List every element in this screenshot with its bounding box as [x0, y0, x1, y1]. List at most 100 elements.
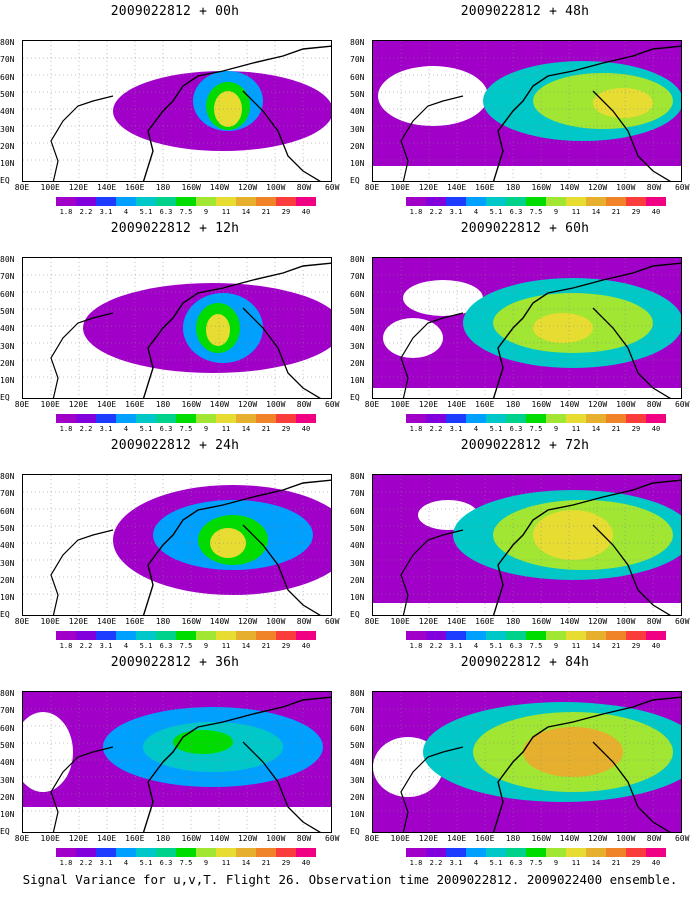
- colorbar-swatch: [566, 414, 586, 423]
- colorbar-swatch: [216, 848, 236, 857]
- colorbar-label: 4: [473, 425, 479, 433]
- colorbar-label: 4: [473, 208, 479, 216]
- colorbar-label: 6.3: [159, 859, 173, 867]
- colorbar-swatch: [486, 414, 506, 423]
- colorbar-label: 3.1: [99, 859, 113, 867]
- panel-title: 2009022812 + 12h: [110, 221, 240, 236]
- colorbar-label: 9: [553, 208, 559, 216]
- colorbar-swatch: [256, 848, 276, 857]
- map-panel: 2009022812 + 84h 80N 70N 60N 50N 40N 30N 20N 10N…: [350, 651, 700, 873]
- longitude-label: 80W: [296, 183, 312, 192]
- latitude-label: 40N: [0, 758, 15, 768]
- latitude-label: 20N: [350, 358, 365, 368]
- latitude-label: 20N: [0, 358, 15, 368]
- colorbar-label: 29: [631, 208, 641, 216]
- longitude-label: 160W: [531, 183, 551, 192]
- colorbar-label: 1.8: [409, 859, 423, 867]
- colorbar-swatch: [216, 197, 236, 206]
- latitude-label: EQ: [0, 827, 10, 837]
- longitude-label: 100E: [40, 617, 60, 626]
- longitude-label: 120W: [587, 834, 608, 843]
- latitude-label: 70N: [350, 55, 365, 65]
- latitude-label: 10N: [0, 593, 15, 603]
- colorbar-swatch: [76, 197, 96, 206]
- longitude-label: 60W: [674, 617, 690, 626]
- colorbar-swatch: [176, 197, 196, 206]
- colorbar-label: 5.1: [139, 208, 153, 216]
- longitude-label: 120W: [587, 617, 608, 626]
- longitude-label: 60W: [324, 834, 340, 843]
- colorbar-label: 7.5: [179, 642, 193, 650]
- colorbar-label: 6.3: [509, 208, 523, 216]
- colorbar-swatch: [586, 197, 606, 206]
- colorbar-label: 11: [221, 859, 231, 867]
- colorbar-swatch: [446, 197, 466, 206]
- colorbar-swatch: [586, 848, 606, 857]
- latitude-label: 80N: [0, 38, 15, 47]
- latitude-label: 40N: [350, 758, 365, 768]
- latitude-label: 10N: [0, 810, 15, 820]
- colorbar-label: 2.2: [79, 425, 93, 433]
- colorbar-swatch: [96, 197, 116, 206]
- colorbar-label: 1.8: [59, 859, 73, 867]
- longitude-label: 180: [505, 834, 521, 843]
- colorbar-label: 7.5: [179, 208, 193, 216]
- longitude-label: 60W: [324, 183, 340, 192]
- longitude-label: 100W: [266, 400, 286, 409]
- longitude-label: 160W: [531, 834, 551, 843]
- colorbar-swatch: [116, 197, 136, 206]
- colorbar-swatch: [56, 414, 76, 423]
- latitude-label: 60N: [0, 72, 15, 82]
- latitude-label: 30N: [0, 124, 15, 134]
- longitude-label: 60W: [324, 400, 340, 409]
- colorbar-labels: 1.8 2.2 3.1 4 5.1 6.3 7.5 9 11 14 21 29 40: [406, 642, 666, 651]
- colorbar-label: 40: [301, 859, 311, 867]
- colorbar-swatch: [116, 631, 136, 640]
- colorbar-swatch: [426, 414, 446, 423]
- colorbar-swatch: [586, 631, 606, 640]
- longitude-label: 160W: [181, 834, 201, 843]
- colorbar-swatch: [56, 197, 76, 206]
- longitude-label: 80E: [14, 834, 30, 843]
- longitude-label: 120W: [237, 400, 258, 409]
- colorbar-swatch: [426, 848, 446, 857]
- longitude-label: 140E: [96, 617, 117, 626]
- latitude-label: 50N: [0, 740, 15, 750]
- colorbar-swatch: [546, 848, 566, 857]
- longitude-label: 80E: [364, 183, 380, 192]
- longitude-label: 80W: [296, 400, 312, 409]
- longitude-label: 120E: [418, 400, 439, 409]
- colorbar-swatch: [296, 414, 316, 423]
- colorbar-swatch: [466, 414, 486, 423]
- colorbar-label: 5.1: [139, 642, 153, 650]
- figure-caption: Signal Variance for u,v,T. Flight 26. Ob…: [22, 872, 678, 887]
- latitude-label: 30N: [350, 558, 365, 568]
- colorbar-label: 3.1: [449, 859, 463, 867]
- colorbar-label: 6.3: [159, 642, 173, 650]
- latitude-label: 70N: [0, 272, 15, 282]
- colorbar: [56, 197, 316, 206]
- colorbar-label: 29: [281, 425, 291, 433]
- latitude-label: 60N: [0, 506, 15, 516]
- colorbar-label: 21: [611, 859, 621, 867]
- colorbar-swatch: [276, 631, 296, 640]
- colorbar-labels: 1.8 2.2 3.1 4 5.1 6.3 7.5 9 11 14 21 29 40: [406, 425, 666, 434]
- colorbar-swatch: [156, 197, 176, 206]
- colorbar-swatch: [486, 848, 506, 857]
- longitude-label: 100E: [390, 400, 410, 409]
- colorbar-label: 6.3: [509, 425, 523, 433]
- colorbar-label: 9: [553, 425, 559, 433]
- latitude-label: 20N: [0, 575, 15, 585]
- longitude-label: 80E: [364, 834, 380, 843]
- colorbar-label: 14: [241, 425, 251, 433]
- colorbar-swatch: [216, 631, 236, 640]
- colorbar-label: 2.2: [429, 642, 443, 650]
- longitude-label: 180: [505, 400, 521, 409]
- longitude-label: 140E: [446, 834, 467, 843]
- latitude-label: 40N: [350, 107, 365, 117]
- map-plot: [22, 474, 332, 616]
- colorbar-swatch: [526, 848, 546, 857]
- map-plot: [372, 474, 682, 616]
- latitude-label: EQ: [350, 827, 360, 837]
- colorbar-labels: 1.8 2.2 3.1 4 5.1 6.3 7.5 9 11 14 21 29 40: [56, 859, 316, 868]
